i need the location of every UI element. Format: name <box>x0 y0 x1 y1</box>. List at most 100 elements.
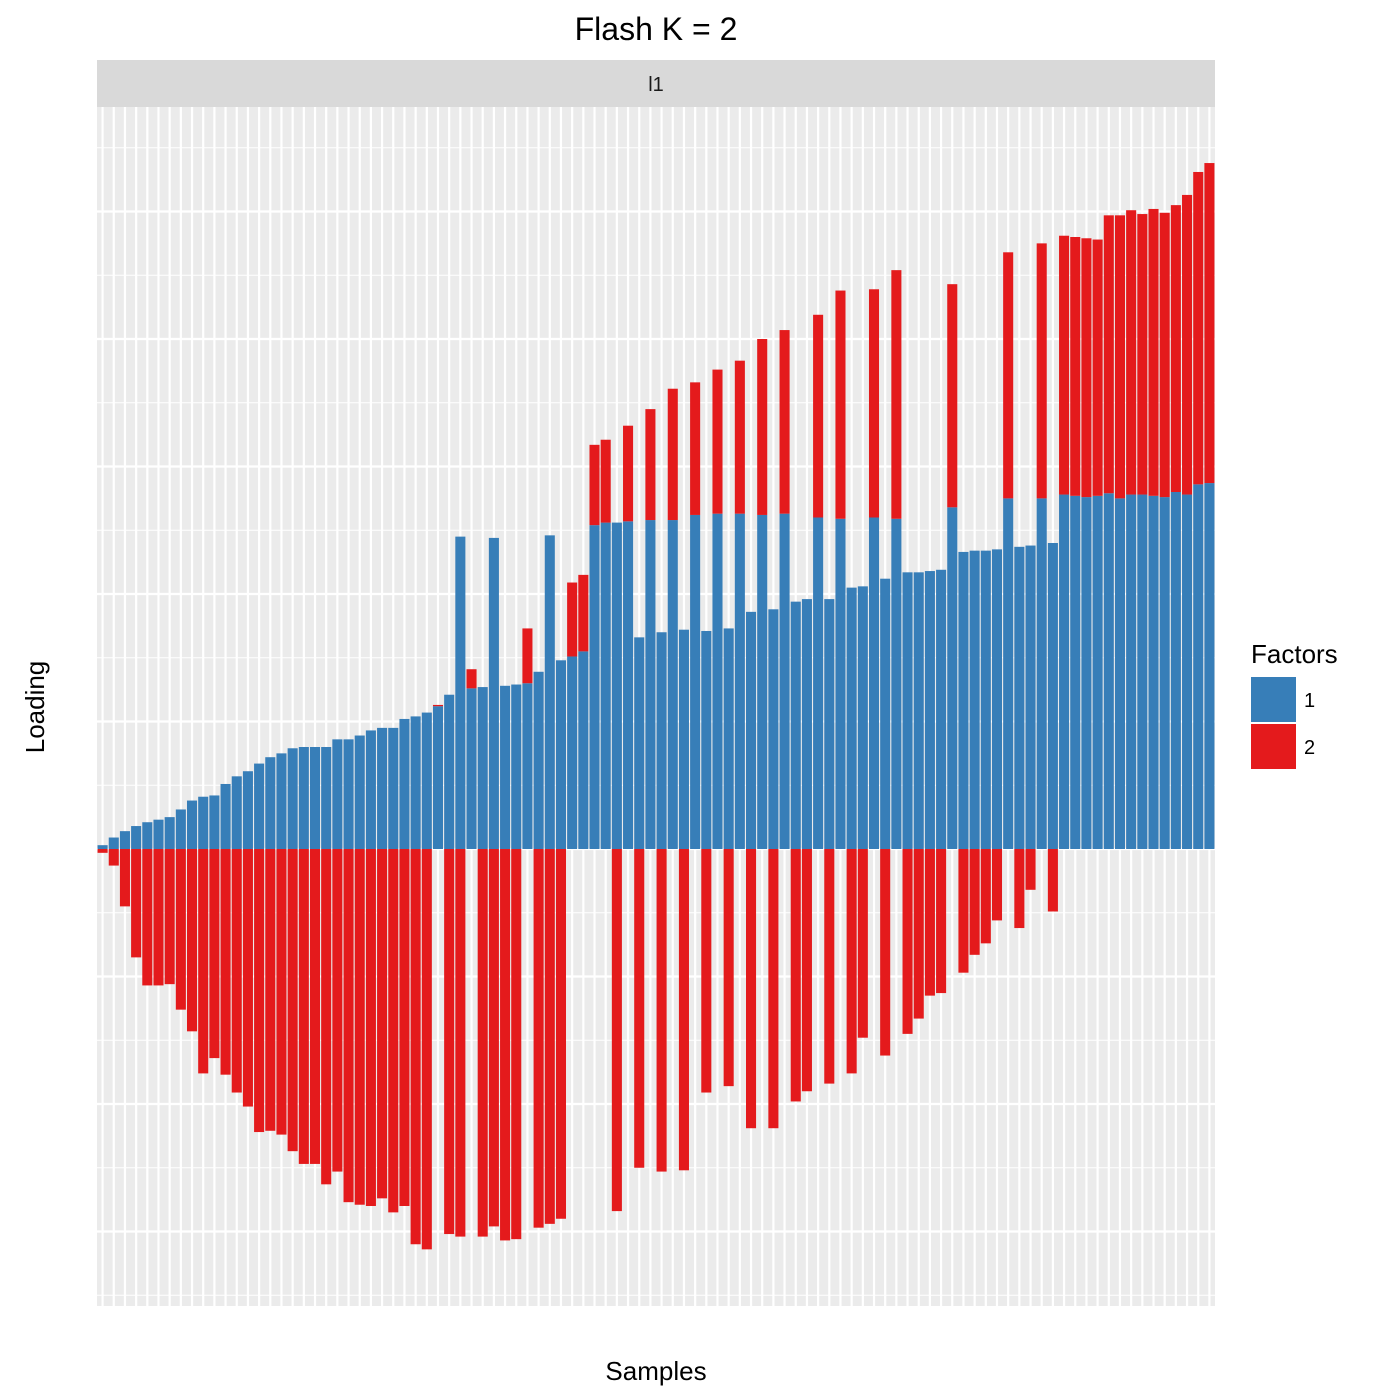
bar-factor-1 <box>1070 495 1081 849</box>
bar-factor-2 <box>343 849 354 1203</box>
bar-factor-2 <box>1081 238 1092 498</box>
bar-factor-2 <box>1103 215 1114 494</box>
bar-factor-2 <box>108 849 119 866</box>
bar-factor-1 <box>544 535 555 849</box>
bar-factor-1 <box>365 730 376 849</box>
bar-factor-1 <box>175 809 186 849</box>
bar-factor-1 <box>231 776 242 849</box>
bar-factor-2 <box>164 849 175 985</box>
bar-factor-2 <box>1014 849 1025 929</box>
x-axis-title: Samples <box>605 1356 706 1386</box>
bar-factor-2 <box>1003 252 1014 499</box>
bar-factor-1 <box>1047 543 1058 849</box>
bar-factor-1 <box>309 747 321 849</box>
bar-factor-2 <box>555 849 567 1219</box>
bar-factor-1 <box>835 518 846 849</box>
bar-factor-2 <box>667 388 678 521</box>
bar-factor-1 <box>1159 497 1170 849</box>
bar-factor-1 <box>891 518 902 849</box>
bar-factor-2 <box>690 382 701 515</box>
bar-factor-1 <box>958 551 969 849</box>
bar-factor-2 <box>287 849 298 1152</box>
bar-factor-2 <box>1193 171 1204 485</box>
bar-factor-1 <box>1103 493 1114 849</box>
bar-factor-1 <box>1014 546 1025 849</box>
bar-factor-1 <box>589 525 600 849</box>
bar-factor-2 <box>1204 163 1215 484</box>
legend-swatch-factor-2 <box>1251 724 1296 769</box>
bar-factor-1 <box>1081 497 1092 849</box>
bar-factor-1 <box>265 757 276 849</box>
bar-factor-2 <box>377 849 388 1199</box>
bar-factor-1 <box>936 569 947 849</box>
bar-factor-1 <box>500 685 511 849</box>
bar-factor-2 <box>757 339 768 515</box>
bar-factor-2 <box>936 849 947 994</box>
bar-factor-1 <box>522 683 533 849</box>
bar-factor-1 <box>1182 494 1193 849</box>
bar-factor-2 <box>880 849 891 1056</box>
bar-factor-2 <box>365 849 376 1206</box>
bar-factor-2 <box>488 849 499 1227</box>
bar-factor-2 <box>813 314 824 518</box>
bar-factor-1 <box>287 748 298 849</box>
bar-factor-1 <box>1193 484 1204 849</box>
bar-factor-1 <box>343 739 354 849</box>
bar-factor-1 <box>1059 494 1070 849</box>
y-axis-title: Loading <box>20 661 50 754</box>
bar-factor-1 <box>1204 483 1215 849</box>
bar-factor-2 <box>1148 208 1159 496</box>
bar-factor-2 <box>533 849 544 1228</box>
bar-factor-1 <box>611 522 622 849</box>
bar-factor-2 <box>902 849 913 1034</box>
bar-factor-2 <box>623 425 634 522</box>
bar-factor-1 <box>790 601 801 849</box>
bar-factor-1 <box>321 747 332 849</box>
bar-factor-1 <box>488 537 499 849</box>
legend: Factors 1 2 <box>1251 639 1338 769</box>
bar-factor-2 <box>891 270 902 519</box>
bar-factor-2 <box>522 628 533 684</box>
bar-factor-1 <box>466 688 477 849</box>
bar-factor-1 <box>924 571 935 849</box>
bar-factor-2 <box>768 849 779 1129</box>
bar-factor-2 <box>354 849 365 1205</box>
legend-label-factor-1: 1 <box>1304 690 1315 712</box>
bar-factor-2 <box>656 849 667 1172</box>
bar-factor-2 <box>97 849 108 853</box>
bar-factor-1 <box>701 630 712 849</box>
bar-factor-1 <box>1036 498 1047 849</box>
bar-factor-1 <box>432 706 444 849</box>
bar-factor-1 <box>1137 494 1148 849</box>
bar-factor-2 <box>1036 243 1047 499</box>
bar-factor-1 <box>131 826 142 849</box>
bar-factor-2 <box>868 289 880 518</box>
bars-layer <box>97 163 1215 1250</box>
bar-factor-2 <box>153 849 164 986</box>
bar-factor-2 <box>1170 205 1181 492</box>
bar-factor-2 <box>309 849 321 1164</box>
legend-swatch-factor-1 <box>1251 677 1296 722</box>
bar-factor-2 <box>924 849 935 996</box>
bar-factor-2 <box>947 284 958 508</box>
bar-factor-2 <box>600 439 611 523</box>
bar-factor-1 <box>388 727 399 849</box>
bar-factor-1 <box>1025 545 1036 849</box>
bar-factor-1 <box>690 514 701 849</box>
bar-factor-1 <box>846 587 857 849</box>
bar-factor-1 <box>97 845 108 849</box>
bar-factor-2 <box>332 849 343 1172</box>
bar-factor-2 <box>1114 215 1126 499</box>
bar-factor-1 <box>813 517 824 849</box>
bar-factor-1 <box>455 536 466 849</box>
bar-factor-1 <box>857 586 868 849</box>
bar-factor-2 <box>242 849 253 1107</box>
bar-factor-2 <box>645 409 656 521</box>
bar-factor-2 <box>969 849 980 955</box>
bar-factor-2 <box>444 849 455 1235</box>
bar-factor-2 <box>1182 194 1193 495</box>
bar-factor-1 <box>1003 498 1014 849</box>
bar-factor-1 <box>1126 494 1137 849</box>
bar-factor-2 <box>477 849 488 1237</box>
